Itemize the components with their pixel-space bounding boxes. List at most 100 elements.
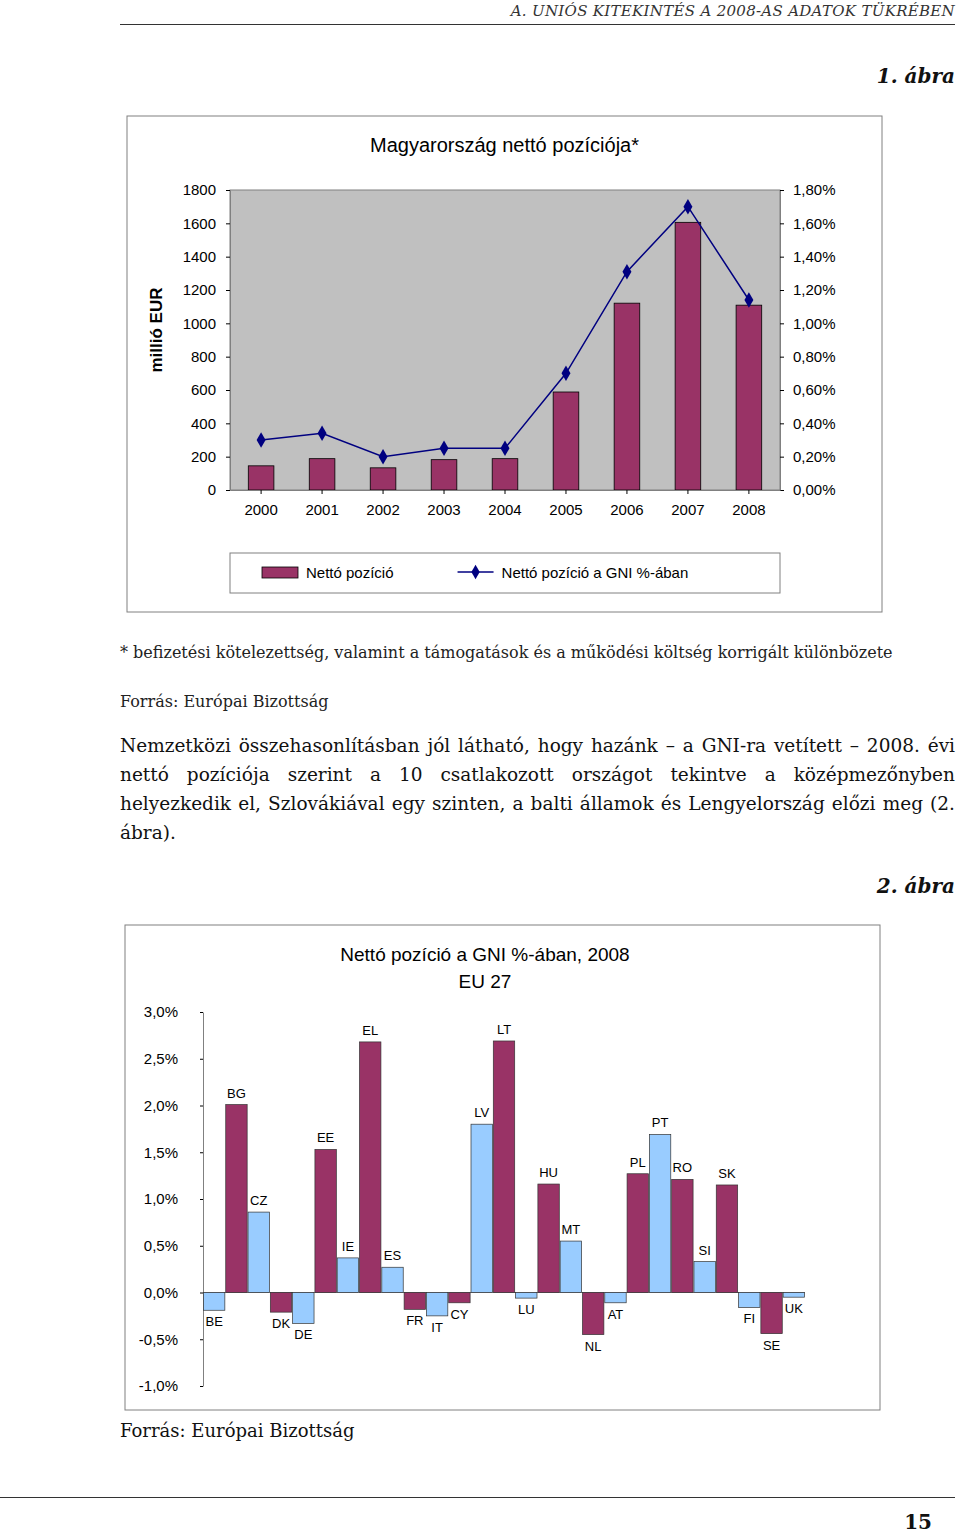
- tick: 3,0%: [144, 1003, 203, 1020]
- category-label: DE: [294, 1327, 312, 1342]
- tick-mark: [780, 423, 784, 424]
- category-label: RO: [673, 1160, 693, 1175]
- tick-label: 200: [191, 448, 216, 465]
- tick: 0,5%: [144, 1237, 203, 1254]
- tick-mark: [226, 457, 230, 458]
- tick-label: 1200: [183, 281, 216, 298]
- tick: 1,00%: [780, 315, 836, 332]
- legend-swatch: [262, 567, 298, 578]
- marker: [744, 292, 753, 308]
- tick: 0,80%: [780, 348, 836, 365]
- bar: [309, 459, 335, 490]
- category-label: BG: [227, 1086, 246, 1101]
- marker: [501, 441, 510, 457]
- tick-label: 1,5%: [144, 1144, 178, 1161]
- category-label: ES: [384, 1248, 402, 1263]
- tick: 0,60%: [780, 381, 836, 398]
- bar: [404, 1293, 425, 1310]
- tick: 1,80%: [780, 181, 836, 198]
- bar: [783, 1293, 804, 1298]
- tick-label: 3,0%: [144, 1003, 178, 1020]
- tick-mark: [226, 357, 230, 358]
- tick-mark: [200, 1199, 203, 1200]
- category-label: EL: [362, 1023, 378, 1038]
- tick-mark: [226, 190, 230, 191]
- tick-mark: [226, 290, 230, 291]
- tick-mark: [780, 290, 784, 291]
- tick: 0,00%: [780, 481, 836, 498]
- chart-2: Nettó pozíció a GNI %-ában, 2008EU 27-1,…: [125, 925, 880, 1410]
- category-label: NL: [585, 1339, 602, 1354]
- category-label: BE: [205, 1314, 223, 1329]
- category-label: IE: [342, 1239, 355, 1254]
- bar: [553, 392, 579, 490]
- tick-mark: [322, 490, 323, 494]
- category-label: PL: [630, 1155, 646, 1170]
- tick-label: 1,20%: [793, 281, 836, 298]
- tick-label: 2000: [244, 501, 277, 518]
- tick: 2001: [305, 490, 338, 518]
- tick-label: 1400: [183, 248, 216, 265]
- axis-line: [203, 1013, 204, 1387]
- tick-mark: [780, 390, 784, 391]
- tick: 1,5%: [144, 1144, 203, 1161]
- category-label: CZ: [250, 1193, 267, 1208]
- category-labels: BEBGCZDKDEEEIEELESFRITCYLVLTLUHUMTNLATPL…: [205, 1022, 803, 1354]
- category-label: UK: [785, 1301, 803, 1316]
- bar: [471, 1124, 492, 1292]
- bar: [605, 1293, 626, 1303]
- tick: 2006: [610, 490, 643, 518]
- chart-frame: [127, 116, 882, 612]
- bar: [248, 466, 274, 490]
- bar: [538, 1184, 559, 1292]
- tick-mark: [565, 490, 566, 494]
- tick-mark: [226, 257, 230, 258]
- tick-mark: [261, 490, 262, 494]
- tick-label: -1,0%: [139, 1377, 178, 1394]
- bar: [431, 460, 457, 490]
- tick-label: 0,40%: [793, 415, 836, 432]
- tick: 1,40%: [780, 248, 836, 265]
- y-axis: -1,0%-0,5%0,0%0,5%1,0%1,5%2,0%2,5%3,0%: [139, 1003, 204, 1394]
- tick-mark: [780, 323, 784, 324]
- category-label: AT: [608, 1307, 624, 1322]
- legend-frame: [230, 553, 780, 593]
- chart-title: Magyarország nettó pozíciója*: [370, 134, 639, 156]
- tick-label: 1,60%: [793, 215, 836, 232]
- tick: 1,20%: [780, 281, 836, 298]
- y-axis: 020040060080010001200140016001800: [183, 181, 231, 498]
- legend-marker: [471, 565, 479, 579]
- charts-layer: Magyarország nettó pozíciója*02004006008…: [0, 0, 960, 1534]
- chart-title: Nettó pozíció a GNI %-ában, 2008: [340, 944, 629, 965]
- tick-mark: [200, 1246, 203, 1247]
- marker: [440, 441, 449, 457]
- tick: 1400: [183, 248, 230, 265]
- tick-mark: [200, 1386, 203, 1387]
- category-label: LU: [518, 1302, 535, 1317]
- tick-label: 0,0%: [144, 1284, 178, 1301]
- bar: [492, 459, 518, 490]
- tick-mark: [200, 1152, 203, 1153]
- category-label: SK: [718, 1166, 736, 1181]
- tick-label: 0,5%: [144, 1237, 178, 1254]
- plot-marks: [203, 1041, 804, 1335]
- tick: 1800: [183, 181, 230, 198]
- x-axis: 200020012002200320042005200620072008: [231, 490, 781, 518]
- tick-label: 1,80%: [793, 181, 836, 198]
- category-label: CY: [450, 1307, 468, 1322]
- bar: [627, 1174, 648, 1293]
- source-note: Forrás: Európai Bizottság: [120, 1420, 354, 1441]
- tick-label: 1800: [183, 181, 216, 198]
- page-number: 15: [904, 1510, 932, 1534]
- bar: [614, 303, 640, 490]
- category-label: HU: [539, 1165, 558, 1180]
- tick-mark: [226, 490, 230, 491]
- y2-axis: 0,00% 0,20% 0,40% 0,60% 0,80% 1,00% 1,20% 1,40%…: [780, 181, 836, 498]
- legend-entry: Nettó pozíció: [306, 564, 394, 581]
- tick-label: 0,00%: [793, 481, 836, 498]
- bar: [203, 1293, 224, 1311]
- tick-label: 0,20%: [793, 448, 836, 465]
- marker: [318, 426, 327, 442]
- tick: 2,0%: [144, 1097, 203, 1114]
- tick-label: 1,0%: [144, 1190, 178, 1207]
